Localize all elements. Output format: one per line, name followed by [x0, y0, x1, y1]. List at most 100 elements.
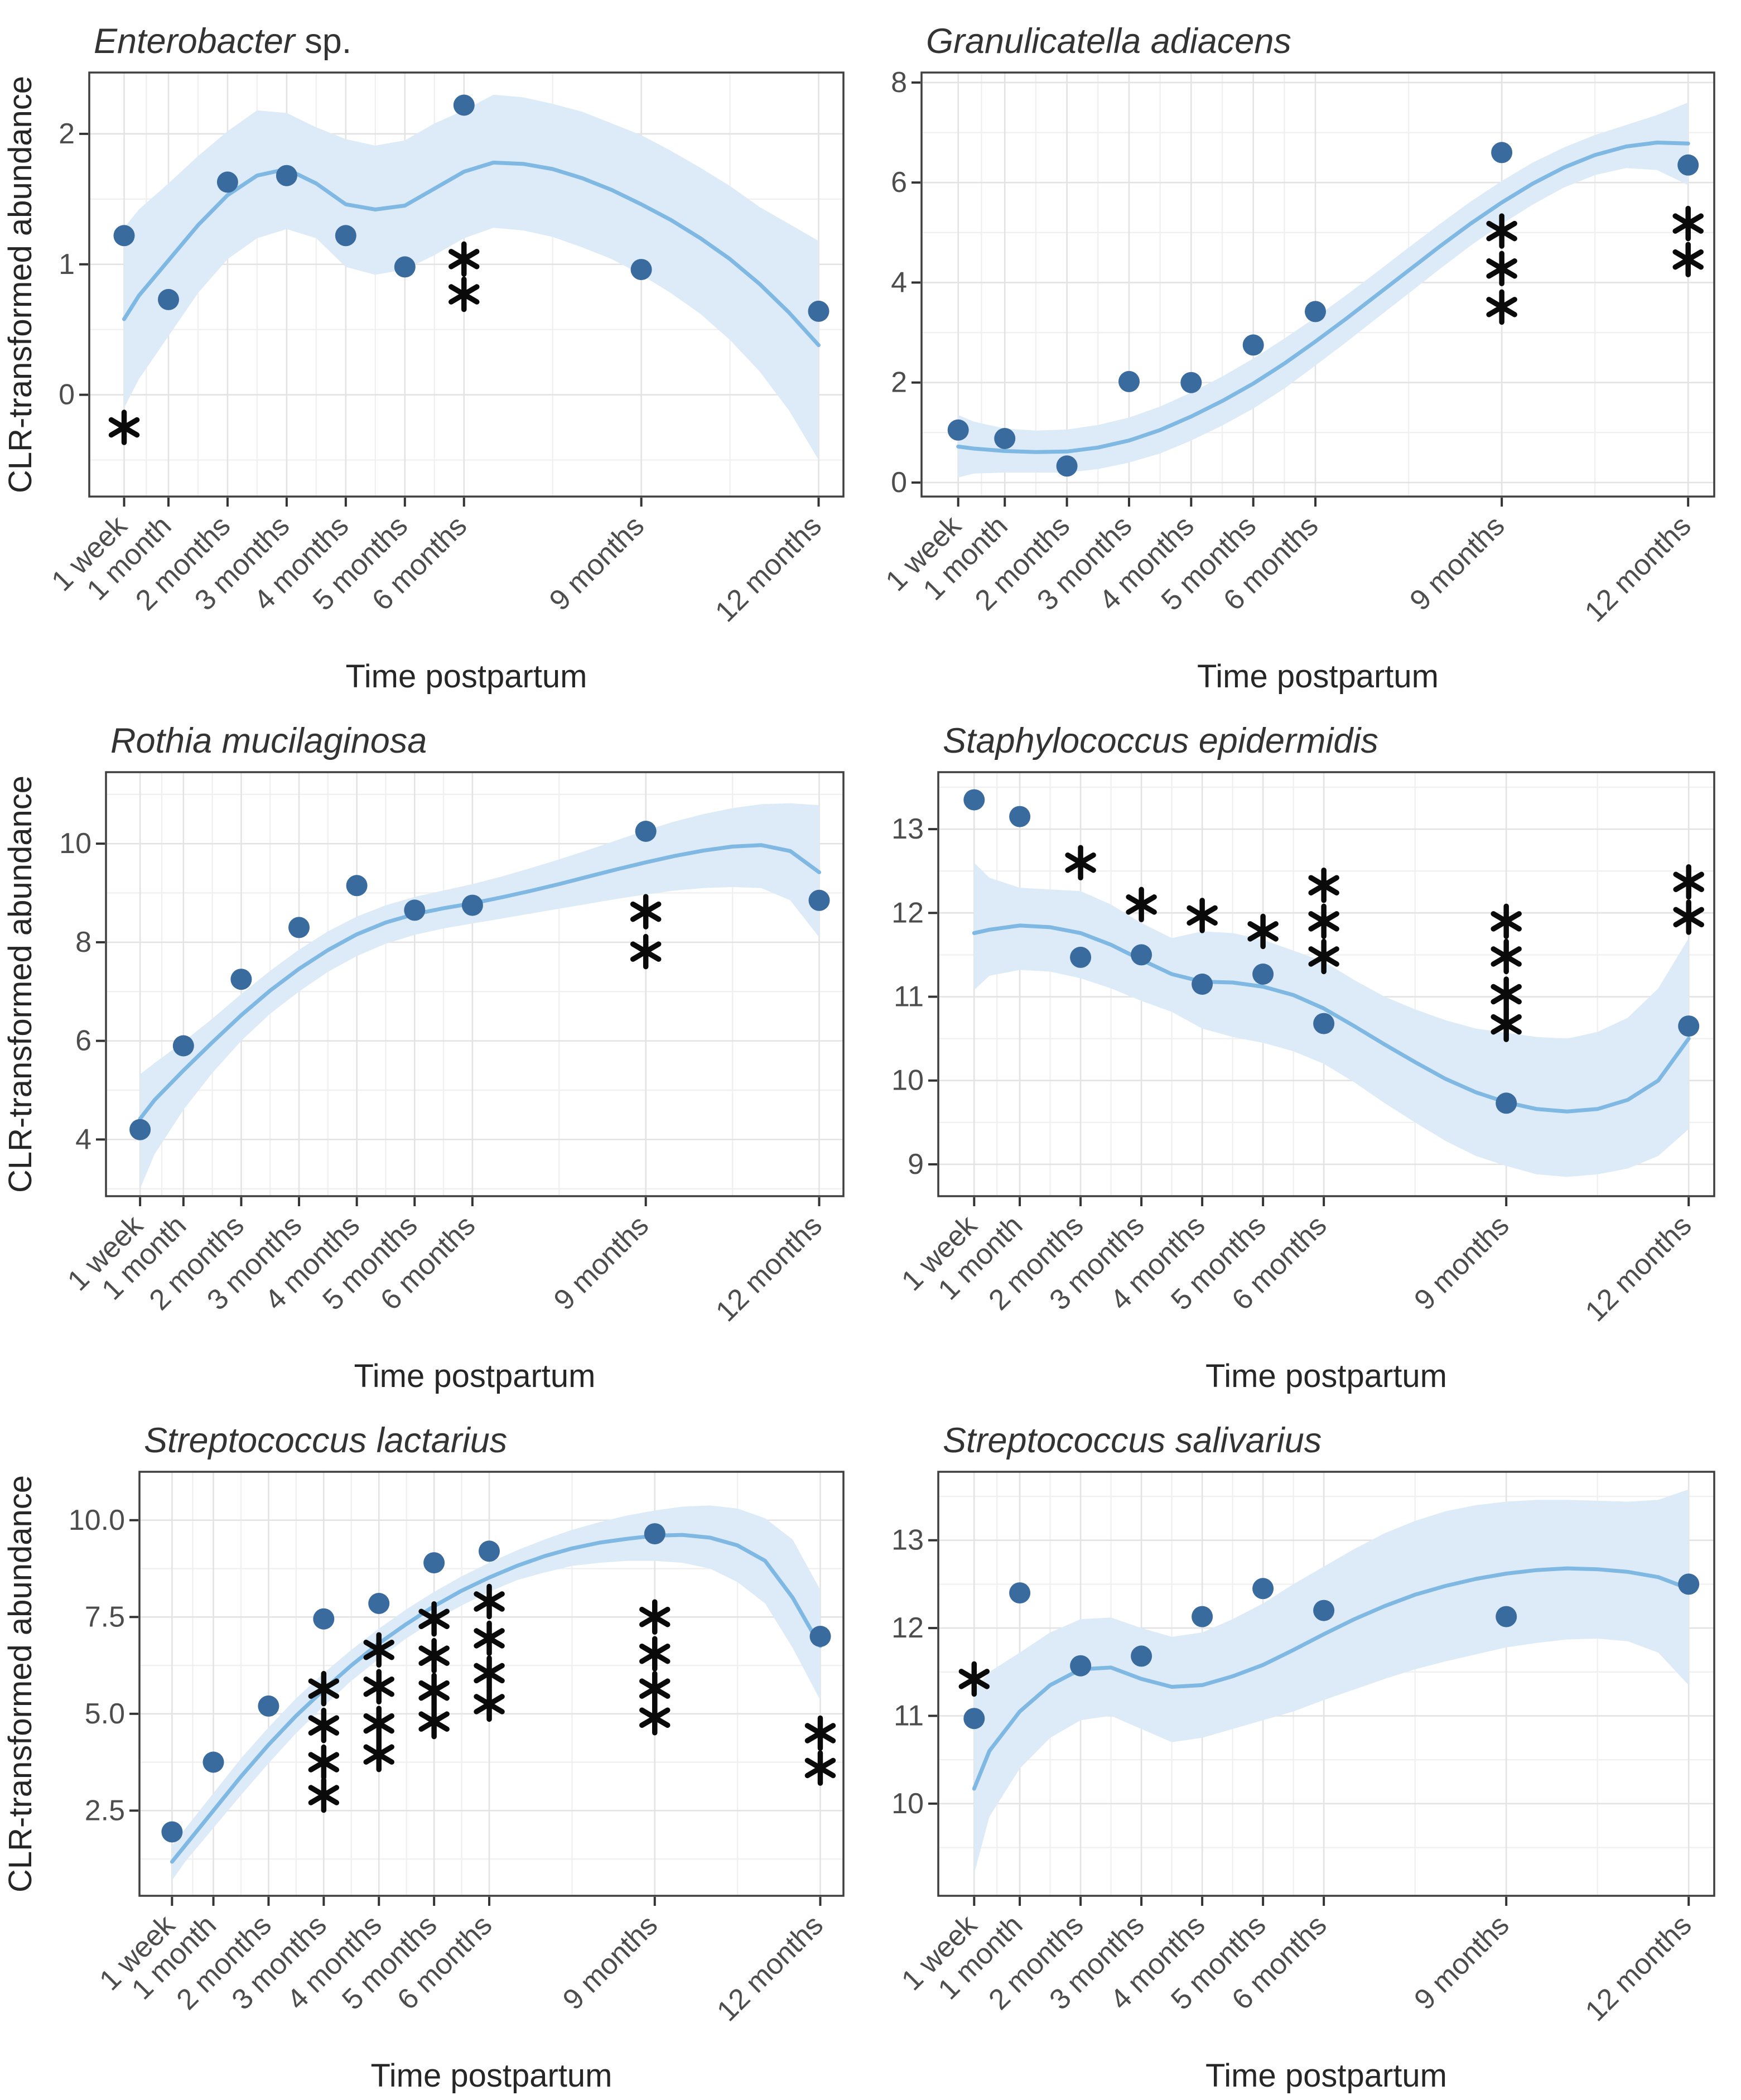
y-tick-label: 0: [891, 466, 907, 499]
asterisk-stroke: [958, 1669, 990, 1689]
significance-asterisk: [1486, 213, 1517, 249]
x-axis-title: Time postpartum: [346, 658, 587, 695]
significance-asterisk: [1672, 242, 1704, 277]
data-point: [453, 94, 475, 116]
data-point: [1496, 1092, 1517, 1114]
panel-title: Rothia mucilaginosa: [110, 721, 427, 760]
asterisk-stroke: [474, 1591, 505, 1612]
data-point: [1009, 1582, 1031, 1604]
significance-asterisk: [418, 1601, 450, 1637]
data-point: [947, 419, 969, 441]
data-point: [1305, 301, 1326, 322]
panel-streptococcus-salivarius: 10 11 12 13 1 week 1 month 2 months 3 months 4 m…: [870, 1399, 1741, 2099]
y-tick-label: 10: [891, 1065, 924, 1097]
data-point: [288, 917, 310, 938]
panel-title-italic-part: Enterobacter: [94, 22, 297, 61]
data-point: [1491, 142, 1513, 163]
panel-title: Staphylococcus epidermidis: [943, 721, 1378, 760]
data-point: [129, 1119, 151, 1140]
significance-asterisk: [1308, 868, 1339, 903]
y-tick-label: 12: [891, 1612, 924, 1644]
trend-line: [122, 160, 821, 348]
asterisk-stroke: [1673, 871, 1704, 893]
panel-title: Granulicatella adiacens: [926, 22, 1291, 61]
panel-title-italic-part: Streptococcus lactarius: [144, 1421, 507, 1460]
y-axis-title: CLR-transformed abundance: [2, 776, 38, 1193]
data-point: [158, 288, 179, 310]
panel-streptococcus-lactarius: 2.5 5.0 7.5 10.0 1 week 1 month 2 months 3 mont…: [0, 1399, 870, 2099]
significance-asterisk: [1486, 289, 1517, 325]
asterisk-stroke: [308, 1785, 340, 1805]
significance-asterisk: [639, 1670, 671, 1707]
y-tick-label: 6: [75, 1025, 91, 1057]
data-point: [1252, 964, 1274, 985]
asterisk-stroke: [1491, 946, 1522, 967]
significance-asterisk: [448, 241, 480, 277]
y-tick-label: 11: [894, 1699, 924, 1732]
data-point: [202, 1751, 224, 1773]
y-tick-label: 5.0: [85, 1698, 125, 1730]
significance-asterisk: [1247, 913, 1279, 950]
asterisk-stroke: [308, 1678, 340, 1699]
data-point: [276, 165, 297, 186]
asterisk-stroke: [1491, 984, 1522, 1005]
asterisk-stroke: [639, 1643, 671, 1664]
data-point: [113, 225, 135, 247]
data-point: [258, 1695, 279, 1717]
y-tick-label: 8: [75, 926, 91, 959]
confidence-band: [958, 102, 1689, 478]
data-point: [994, 428, 1016, 449]
significance-asterisk: [630, 933, 662, 970]
asterisk-stroke: [1187, 905, 1218, 926]
significance-asterisk: [1491, 976, 1522, 1012]
y-tick-label: 1: [59, 248, 75, 281]
trend-line: [170, 1533, 822, 1864]
significance-asterisk: [363, 1736, 394, 1773]
asterisk-stroke: [1308, 875, 1339, 896]
asterisk-stroke: [804, 1757, 836, 1779]
significance-asterisk: [1491, 1006, 1522, 1042]
trend-line: [972, 923, 1691, 1114]
asterisk-stroke: [308, 1752, 340, 1773]
y-tick-label: 9: [908, 1148, 924, 1181]
asterisk-stroke: [1673, 907, 1704, 928]
data-point: [963, 789, 985, 811]
data-point: [230, 969, 252, 990]
y-tick-label: 10.0: [69, 1504, 125, 1537]
y-axis-title: CLR-transformed abundance: [2, 76, 38, 493]
asterisk-stroke: [108, 417, 140, 438]
significance-asterisk: [1308, 903, 1339, 940]
panel-title: Streptococcus lactarius: [144, 1421, 507, 1460]
x-axis-title: Time postpartum: [1205, 1358, 1447, 1394]
panel-title-italic-part: Staphylococcus epidermidis: [943, 721, 1378, 760]
asterisk-stroke: [363, 1676, 394, 1697]
asterisk-stroke: [308, 1715, 340, 1736]
data-point: [346, 875, 368, 897]
panel-border: [920, 71, 1715, 498]
y-tick-label: 2: [891, 367, 907, 399]
significance-asterisk: [363, 1669, 394, 1704]
data-point: [368, 1593, 390, 1614]
asterisk-stroke: [639, 1707, 671, 1728]
asterisk-stroke: [1491, 911, 1522, 932]
y-tick-label: 13: [891, 813, 924, 845]
data-point: [963, 1708, 985, 1730]
data-point: [1118, 370, 1140, 392]
data-point: [1056, 455, 1078, 477]
panel-border: [88, 71, 845, 498]
confidence-band: [124, 94, 819, 460]
panel-title-italic-part: Streptococcus salivarius: [943, 1421, 1322, 1460]
significance-asterisk: [418, 1673, 450, 1708]
panel-border: [937, 1471, 1715, 1897]
asterisk-stroke: [418, 1645, 450, 1666]
data-point: [1678, 1015, 1700, 1037]
asterisk-stroke: [474, 1628, 505, 1649]
data-point: [1192, 974, 1213, 995]
y-tick-label: 10: [891, 1788, 924, 1820]
x-axis-title: Time postpartum: [371, 2058, 613, 2094]
